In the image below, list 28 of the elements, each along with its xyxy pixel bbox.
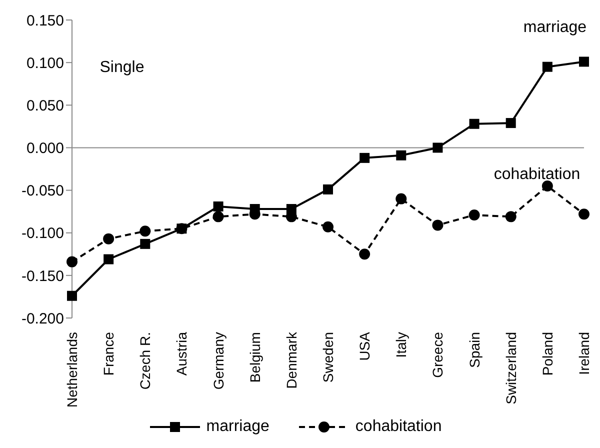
annotation: marriage (523, 19, 587, 37)
x-tick-label: Ireland (576, 332, 592, 375)
annotation: Single (100, 59, 144, 77)
x-tick-label: Austria (174, 332, 190, 376)
y-tick-label: -0.200 (21, 310, 64, 328)
y-tick-label: 0.000 (26, 140, 64, 158)
x-tick-label: Poland (539, 332, 556, 376)
x-tick-label: Spain (466, 332, 482, 368)
y-tick-label: 0.150 (26, 12, 64, 30)
x-tick-label: Germany (210, 332, 226, 390)
x-tick-label: Netherlands (64, 332, 80, 408)
y-tick-label: -0.150 (21, 268, 64, 285)
x-tick-label: Italy (393, 332, 410, 358)
y-tick-label: 0.050 (26, 97, 64, 114)
x-tick-label: Denmark (283, 331, 300, 389)
annotation: cohabitation (494, 166, 580, 184)
x-tick-label: Switzerland (502, 332, 519, 404)
x-tick-label: Sweden (320, 332, 336, 383)
legend-label: cohabitation (354, 418, 442, 436)
x-tick-label: Greece (430, 332, 446, 378)
x-tick-label: Belgium (246, 332, 263, 383)
x-tick-label: USA (356, 331, 373, 361)
x-tick-label: France (100, 332, 117, 376)
x-tick-label: Czech R. (137, 332, 154, 390)
legend-label: marriage (205, 418, 270, 436)
y-tick-label: -0.050 (21, 182, 64, 200)
y-tick-label: 0.100 (26, 54, 64, 72)
y-tick-label: -0.100 (21, 225, 64, 242)
